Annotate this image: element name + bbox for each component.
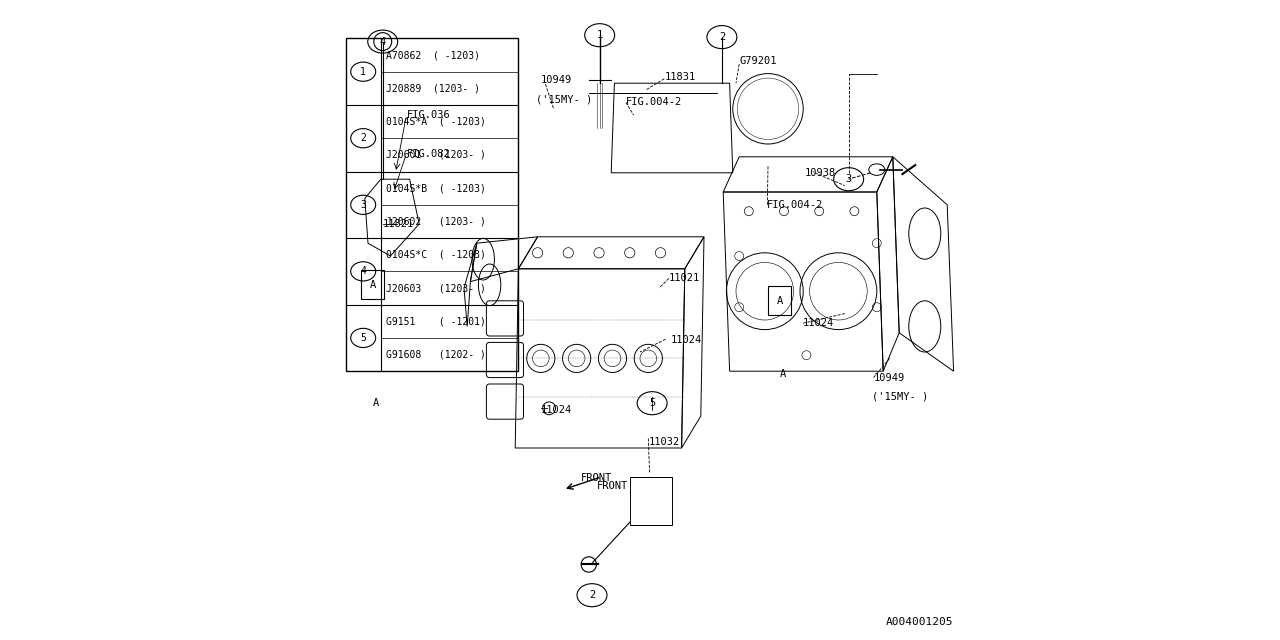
Text: 1: 1: [596, 30, 603, 40]
Text: 2: 2: [719, 32, 724, 42]
Text: 11024: 11024: [671, 335, 701, 346]
Text: 10949: 10949: [540, 75, 572, 85]
Text: A70862  ( -1203): A70862 ( -1203): [387, 50, 480, 60]
Text: 0104S*C  ( -1203): 0104S*C ( -1203): [387, 250, 486, 260]
Text: A004001205: A004001205: [886, 617, 954, 627]
Text: 11831: 11831: [664, 72, 695, 82]
Text: FRONT: FRONT: [581, 473, 612, 483]
Text: A: A: [370, 280, 375, 290]
Text: A: A: [372, 398, 379, 408]
Text: 2: 2: [360, 133, 366, 143]
Text: G91608   (1202- ): G91608 (1202- ): [387, 349, 486, 360]
Text: 3: 3: [846, 174, 851, 184]
Text: A: A: [780, 369, 786, 380]
Bar: [346, 38, 518, 371]
Text: ('15MY- ): ('15MY- ): [872, 392, 928, 402]
Text: FIG.082: FIG.082: [407, 148, 451, 159]
Text: 3: 3: [360, 200, 366, 210]
Text: FIG.036: FIG.036: [407, 110, 451, 120]
Text: FIG.004-2: FIG.004-2: [626, 97, 682, 108]
Text: FRONT: FRONT: [596, 481, 627, 492]
Text: 5: 5: [360, 333, 366, 343]
Text: J20889  (1203- ): J20889 (1203- ): [387, 83, 480, 93]
Text: 10938: 10938: [805, 168, 836, 178]
Text: 11024: 11024: [804, 318, 835, 328]
Bar: [768, 287, 791, 316]
Text: 4: 4: [380, 36, 385, 47]
Text: 11021: 11021: [668, 273, 700, 284]
Text: G79201: G79201: [740, 56, 777, 66]
Text: J20602   (1203- ): J20602 (1203- ): [387, 216, 486, 227]
Text: 10949: 10949: [874, 372, 905, 383]
Text: FIG.004-2: FIG.004-2: [767, 200, 823, 210]
Text: 0104S*B  ( -1203): 0104S*B ( -1203): [387, 183, 486, 193]
Text: 2: 2: [589, 590, 595, 600]
Text: 11821: 11821: [383, 219, 413, 229]
Text: 1: 1: [360, 67, 366, 77]
Text: 11024: 11024: [540, 404, 572, 415]
Text: 0104S*A  ( -1203): 0104S*A ( -1203): [387, 116, 486, 127]
Text: G9151    ( -1201): G9151 ( -1201): [387, 316, 486, 326]
Text: A: A: [777, 296, 782, 306]
Text: 11032: 11032: [648, 436, 680, 447]
Bar: [361, 270, 384, 299]
Text: 4: 4: [360, 266, 366, 276]
Text: J20601   (1203- ): J20601 (1203- ): [387, 150, 486, 160]
Text: J20603   (1203- ): J20603 (1203- ): [387, 283, 486, 293]
Text: ('15MY- ): ('15MY- ): [536, 94, 593, 104]
Text: 5: 5: [649, 398, 655, 408]
